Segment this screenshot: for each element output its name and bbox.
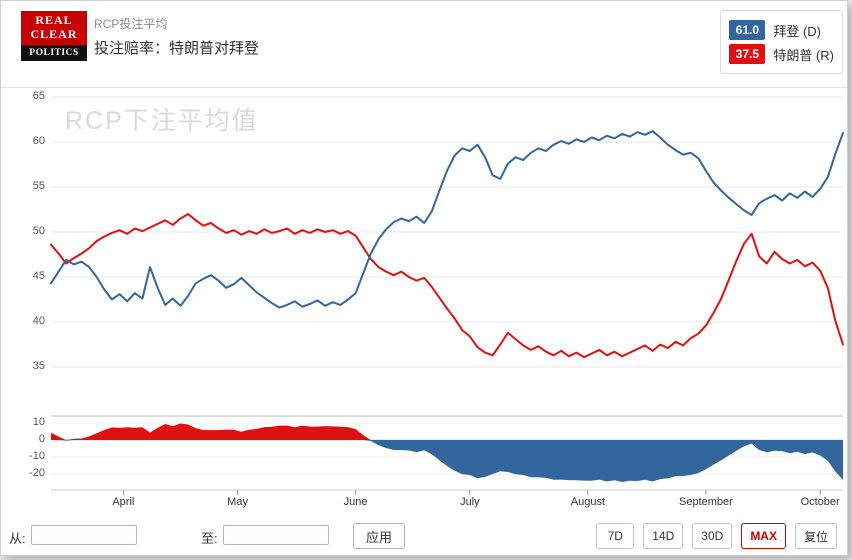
range-button-14d[interactable]: 14D <box>643 523 684 549</box>
range-button-30d[interactable]: 30D <box>692 523 733 549</box>
legend-item-1[interactable]: 37.5 特朗普 (R) <box>729 44 834 64</box>
range-button-复位[interactable]: 复位 <box>794 523 837 549</box>
date-from-input[interactable] <box>31 525 137 545</box>
range-button-7d[interactable]: 7D <box>596 523 635 549</box>
legend: 61.0 拜登 (D) 37.5 特朗普 (R) <box>720 10 843 74</box>
rcp-logo: REAL CLEAR POLITICS <box>21 11 87 61</box>
logo-line2: CLEAR <box>30 27 78 41</box>
legend-label: 特朗普 (R) <box>773 47 834 63</box>
apply-button[interactable]: 应用 <box>353 523 406 549</box>
legend-value-chip: 61.0 <box>729 20 766 40</box>
logo-bottom: POLITICS <box>21 45 87 61</box>
logo-top: REAL CLEAR <box>21 11 87 45</box>
from-label: 从: <box>9 531 26 546</box>
page-title: 投注赔率：特朗普对拜登 <box>94 40 260 57</box>
range-button-max[interactable]: MAX <box>741 523 786 549</box>
to-label: 至: <box>201 531 218 546</box>
footer-controls: 从: 至: 应用 7D 14D 30D MAX 复位 <box>1 519 847 555</box>
legend-value-chip: 37.5 <box>729 44 766 64</box>
chart-subtitle: RCP投注平均 <box>94 17 168 31</box>
header: REAL CLEAR POLITICS RCP投注平均 投注赔率：特朗普对拜登 … <box>1 1 847 88</box>
date-to-input[interactable] <box>223 525 329 545</box>
range-button-group: 7D 14D 30D MAX 复位 <box>596 523 837 549</box>
legend-label: 拜登 (D) <box>773 23 821 39</box>
logo-line1: REAL <box>35 13 73 28</box>
legend-item-0[interactable]: 61.0 拜登 (D) <box>729 20 834 40</box>
